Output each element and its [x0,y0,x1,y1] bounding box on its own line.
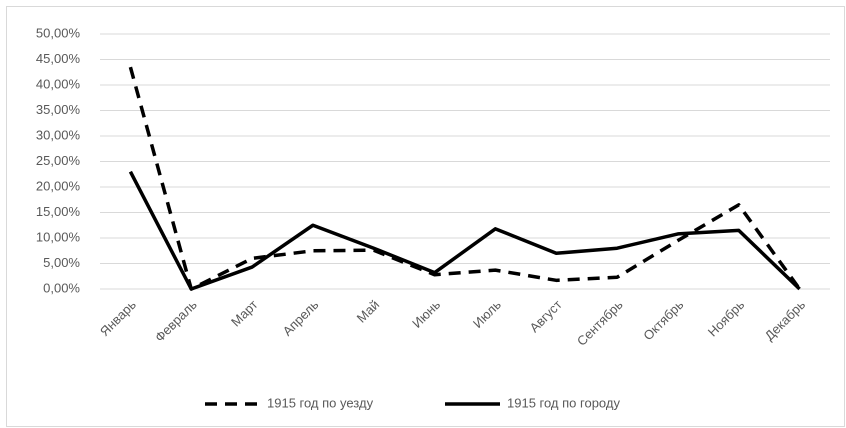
y-tick-label: 10,00% [36,229,81,244]
y-tick-label: 25,00% [36,153,81,168]
series-line [128,66,802,291]
y-tick-label: 20,00% [36,178,81,193]
y-tick-label: 40,00% [36,76,81,91]
legend-label: 1915 год по уезду [267,395,374,410]
y-tick-label: 5,00% [43,255,80,270]
series-line [128,170,801,291]
chart-border [6,6,845,427]
legend-label: 1915 год по городу [507,395,620,410]
y-tick-label: 15,00% [36,204,81,219]
y-tick-label: 0,00% [43,280,80,295]
y-tick-label: 30,00% [36,127,81,142]
y-tick-label: 35,00% [36,102,81,117]
y-tick-label: 45,00% [36,51,81,66]
y-tick-label: 50,00% [36,25,81,40]
